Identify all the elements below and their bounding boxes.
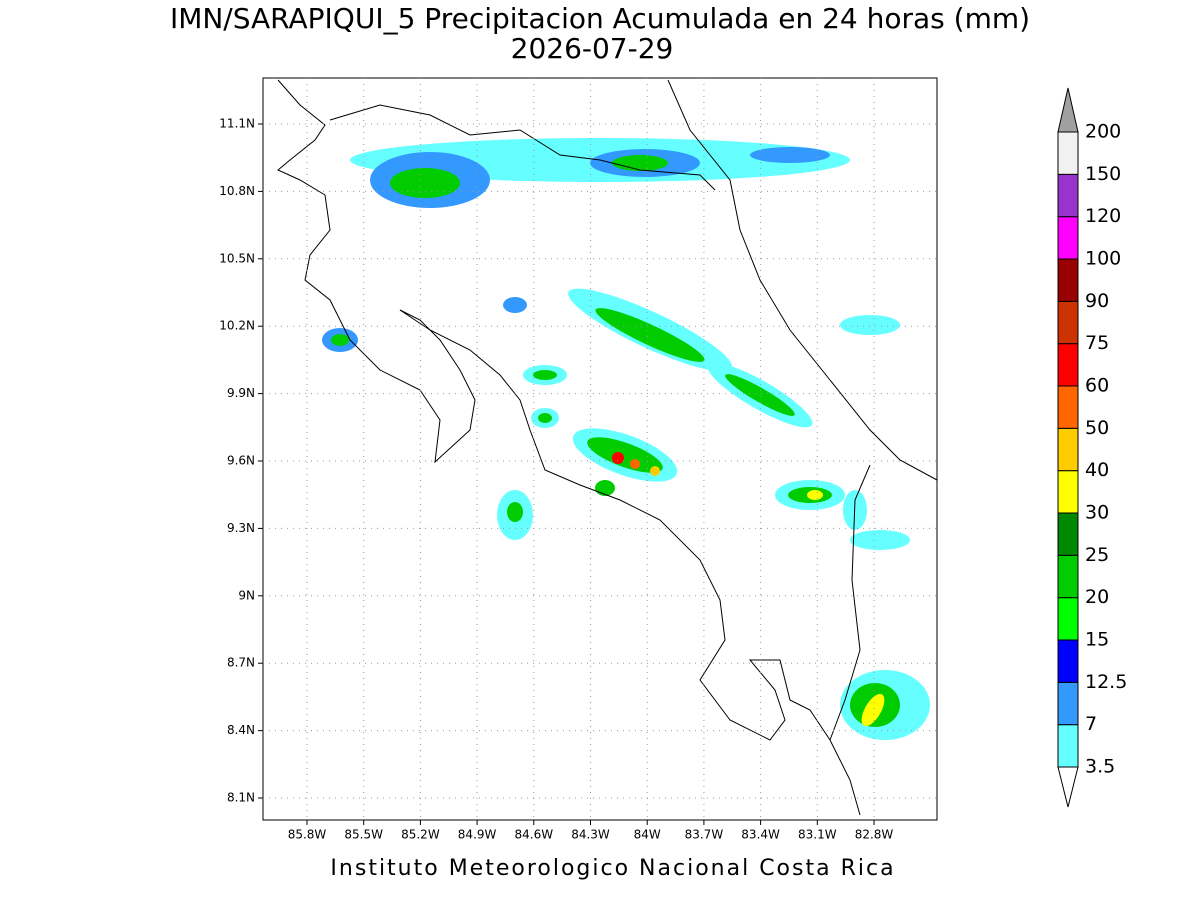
colorbar-label: 30 [1085, 502, 1109, 524]
colorbar-label: 3.5 [1085, 756, 1115, 778]
colorbar-label: 50 [1085, 417, 1109, 439]
footer: Instituto Meteorologico Nacional Costa R… [330, 856, 895, 881]
lon-tick-label: 85.2W [401, 828, 440, 842]
colorbar: 3.5 7 12.5 15 20 25 30 40 50 60 75 90 100 120 150 200 [1057, 87, 1127, 808]
colorbar-label: 15 [1085, 629, 1109, 651]
colorbar-label: 200 [1085, 121, 1121, 143]
colorbar-band [1057, 385, 1079, 429]
lat-tick-label: 11.1N [219, 117, 255, 131]
lat-tick-label: 8.4N [227, 723, 255, 737]
colorbar-label: 60 [1085, 375, 1109, 397]
colorbar-band [1057, 427, 1079, 472]
lat-tick-label: 10.8N [219, 184, 255, 198]
colorbar-band [1057, 131, 1079, 175]
lat-tick-label: 10.5N [219, 251, 255, 265]
colorbar-label: 150 [1085, 163, 1121, 185]
coastlines [277, 79, 938, 816]
lat-tick-label: 8.7N [227, 656, 255, 670]
colorbar-label: 100 [1085, 248, 1121, 270]
colorbar-band [1057, 216, 1079, 260]
lat-tick-label: 10.2N [219, 319, 255, 333]
colorbar-band [1057, 512, 1079, 556]
colorbar-band [1057, 724, 1079, 768]
colorbar-band [1057, 681, 1079, 726]
colorbar-label: 7 [1085, 713, 1097, 735]
title: IMN/SARAPIQUI_5 Precipitacion Acumulada … [170, 2, 1030, 35]
lon-tick-label: 83.7W [685, 828, 724, 842]
colorbar-band [1057, 554, 1079, 599]
colorbar-label: 120 [1085, 205, 1121, 227]
lon-tick-label: 84.6W [515, 828, 554, 842]
lon-tick-label: 84.3W [571, 828, 610, 842]
map [258, 77, 938, 825]
colorbar-band [1057, 343, 1079, 387]
lon-tick-label: 83.1W [798, 828, 837, 842]
lat-tick-label: 9.3N [227, 521, 255, 535]
colorbar-label: 12.5 [1085, 671, 1127, 693]
colorbar-label: 75 [1085, 332, 1109, 354]
colorbar-band [1057, 300, 1079, 345]
colorbar-label: 40 [1085, 459, 1109, 481]
lat-tick-label: 9.9N [227, 386, 255, 400]
lon-tick-label: 85.5W [344, 828, 383, 842]
lon-tick-label: 82.8W [855, 828, 894, 842]
precipitation-field [322, 138, 930, 740]
lat-tick-label: 9.6N [227, 454, 255, 468]
map-frame [262, 77, 938, 821]
colorbar-band [1057, 470, 1079, 514]
colorbar-band [1057, 258, 1079, 302]
lon-tick-label: 83.4W [741, 828, 780, 842]
colorbar-band [1057, 639, 1079, 683]
colorbar-band [1057, 173, 1079, 218]
colorbar-label: 20 [1085, 586, 1109, 608]
colorbar-band [1057, 597, 1079, 641]
colorbar-over [1057, 87, 1079, 133]
lon-tick-label: 85.8W [288, 828, 327, 842]
lat-tick-label: 9N [238, 588, 255, 602]
colorbar-label: 25 [1085, 544, 1109, 566]
subtitle: 2026-07-29 [511, 32, 674, 65]
colorbar-label: 90 [1085, 290, 1109, 312]
colorbar-under [1057, 766, 1079, 808]
lat-tick-label: 8.1N [227, 791, 255, 805]
lon-tick-label: 84.9W [458, 828, 497, 842]
lon-tick-label: 84W [634, 828, 661, 842]
